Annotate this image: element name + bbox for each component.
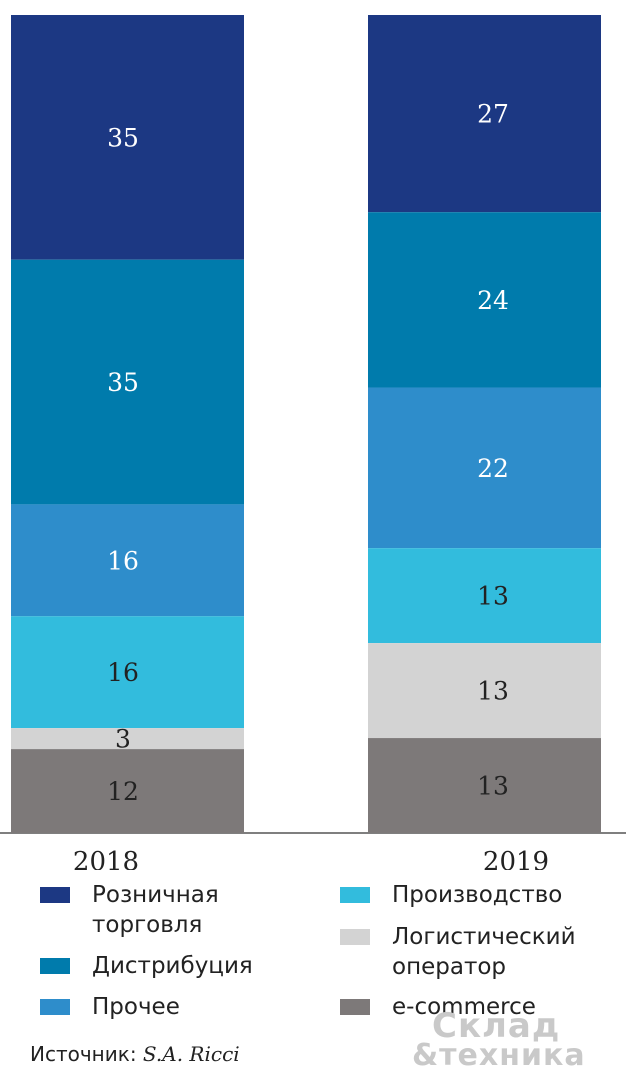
legend-item: Прочее (40, 992, 302, 1022)
legend-item: Логистический оператор (340, 922, 602, 982)
source-name: S.A. Ricci (142, 1042, 240, 1066)
data-label: 16 (107, 658, 139, 687)
bar-segment (368, 643, 601, 739)
bar-segment (368, 212, 601, 388)
legend-swatch (40, 999, 70, 1015)
bar-segment (368, 738, 601, 833)
source-note: Источник: S.A. Ricci (30, 1042, 240, 1066)
legend-label: Производство (392, 882, 563, 908)
data-label: 35 (107, 368, 139, 397)
category-label: 2019 (483, 847, 549, 870)
data-label: 12 (107, 777, 139, 806)
bar-segment (368, 15, 601, 213)
legend-item: Дистрибуция (40, 951, 302, 981)
data-label: 13 (477, 582, 509, 611)
legend-label: Прочее (92, 994, 180, 1020)
bar-segment (11, 259, 244, 505)
legend-swatch (340, 929, 370, 945)
data-label: 27 (477, 100, 509, 129)
bar-segment (11, 749, 244, 833)
bar-segment (368, 387, 601, 549)
legend-swatch (40, 887, 70, 903)
data-label: 13 (477, 677, 509, 706)
data-label: 35 (107, 123, 139, 152)
legend-item: e-commerce (340, 992, 602, 1022)
watermark-line2: &техника (412, 1038, 586, 1073)
watermark-logo: Склад &техника (404, 1004, 614, 1076)
data-label: 3 (115, 725, 131, 754)
legend-label: Розничная торговля (92, 882, 219, 938)
bar-segment (368, 548, 601, 644)
bar-segment (11, 504, 244, 617)
legend-swatch (340, 887, 370, 903)
source-prefix: Источник: (30, 1042, 143, 1066)
legend-item: Розничная торговля (40, 880, 302, 940)
legend-swatch (40, 958, 70, 974)
bar-segment (11, 15, 244, 260)
legend-label: Логистический оператор (392, 924, 576, 980)
bar-segment (11, 616, 244, 729)
watermark-line1: Склад (432, 1006, 561, 1046)
data-label: 22 (477, 454, 509, 483)
category-label: 2018 (73, 847, 139, 870)
legend-label: Дистрибуция (92, 953, 253, 979)
bar-segment (11, 728, 244, 750)
legend-swatch (340, 999, 370, 1015)
legend-item: Производство (340, 880, 602, 910)
stacked-bar-chart: 35 35 16 16 3 12 2018 27 24 22 13 13 13 2019 (0, 15, 626, 870)
data-label: 16 (107, 546, 139, 575)
data-label: 24 (477, 286, 509, 315)
data-label: 13 (477, 772, 509, 801)
legend-label: e-commerce (392, 994, 536, 1020)
